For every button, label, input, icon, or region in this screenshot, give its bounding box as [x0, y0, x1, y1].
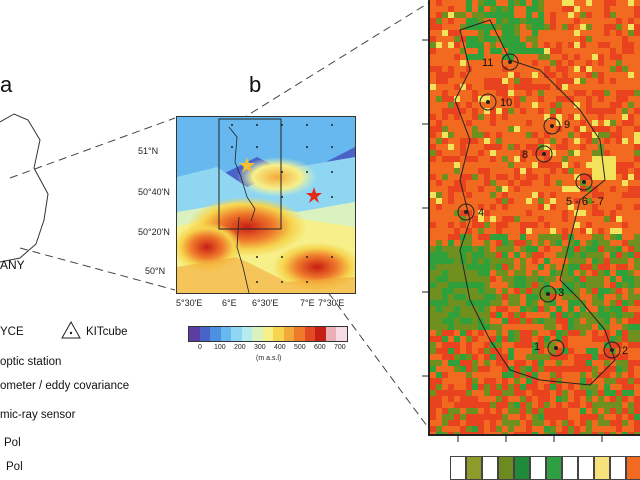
legend-item-kitcube: KITcube — [86, 326, 128, 338]
station-label-7: 1 — [534, 341, 540, 353]
lat-tick-50-40: 50°40'N — [138, 187, 170, 197]
station-marker-7 — [547, 339, 565, 357]
station-label-4: 5 - 6 - 7 — [566, 196, 604, 208]
landcover-legend-swatch — [578, 456, 594, 480]
country-label: ANY — [0, 258, 25, 272]
germany-outline — [0, 113, 49, 263]
station-marker-8 — [603, 341, 621, 359]
landcover-legend-swatch — [562, 456, 578, 480]
colorbar-swatch — [189, 327, 200, 341]
landcover-legend-swatch — [610, 456, 626, 480]
colorbar-swatch — [199, 327, 211, 341]
legend-item-eddy-covariance: ometer / eddy covariance — [0, 380, 130, 392]
station-marker-2 — [543, 117, 561, 135]
colorbar-swatch — [336, 327, 347, 341]
elevation-colorbar — [188, 326, 348, 342]
legend-item-cosmic-ray: mic-ray sensor — [0, 409, 76, 421]
lon-tick-6-30: 6°30'E — [252, 298, 279, 308]
lon-tick-7-30: 7°30'E — [318, 298, 345, 308]
colorbar-ticks: 0 100 200 300 400 500 600 700 — [188, 344, 348, 354]
landcover-map: 11 10 9 8 5 - 6 - 7 4 3 1 2 — [428, 0, 640, 436]
station-label-0: 11 — [482, 57, 493, 69]
lon-tick-5-30: 5°30'E — [176, 298, 203, 308]
station-label-5: 4 — [478, 207, 484, 219]
cb-tick-0: 0 — [198, 344, 202, 351]
station-marker-6 — [539, 285, 557, 303]
elevation-map — [176, 116, 356, 294]
cb-tick-500: 500 — [294, 344, 306, 351]
legend-item-optic-station: optic station — [0, 356, 62, 368]
station-label-1: 10 — [500, 97, 512, 109]
cb-tick-600: 600 — [314, 344, 326, 351]
colorbar-unit: (m a.s.l) — [256, 355, 282, 362]
panel-a-label: a — [0, 72, 13, 97]
landcover-legend-swatch — [498, 456, 514, 480]
landcover-legend-swatch — [482, 456, 498, 480]
cb-tick-100: 100 — [214, 344, 226, 351]
cb-tick-400: 400 — [274, 344, 286, 351]
legend-item-pol-2: Pol — [6, 461, 23, 473]
lat-tick-51: 51°N — [138, 146, 159, 156]
landcover-legend-bar — [450, 456, 640, 480]
landcover-legend-swatch — [546, 456, 562, 480]
station-label-6: 3 — [558, 287, 564, 299]
colorbar-swatch — [210, 327, 221, 341]
colorbar-swatch — [252, 327, 263, 341]
cb-tick-700: 700 — [334, 344, 346, 351]
lon-tick-7: 7°E — [300, 298, 315, 308]
landcover-legend-swatch — [514, 456, 530, 480]
cb-tick-300: 300 — [254, 344, 266, 351]
red-star-icon — [306, 187, 322, 203]
station-label-2: 9 — [564, 119, 570, 131]
landcover-legend-swatch — [626, 456, 640, 480]
colorbar-swatch — [294, 327, 305, 341]
landcover-legend-swatch — [530, 456, 546, 480]
colorbar-swatch — [304, 327, 316, 341]
triangle-icon — [61, 320, 81, 339]
colorbar-swatch — [262, 327, 274, 341]
station-marker-0 — [501, 53, 519, 71]
colorbar-swatch — [231, 327, 242, 341]
jülich-star-icon — [239, 157, 255, 173]
landcover-x-ticks — [457, 436, 603, 442]
lat-tick-50-20: 50°20'N — [138, 227, 170, 237]
catchment-outline — [454, 19, 616, 386]
station-marker-4 — [575, 173, 593, 191]
station-marker-3 — [535, 145, 553, 163]
landcover-legend-swatch — [466, 456, 482, 480]
colorbar-swatch — [315, 327, 326, 341]
colorbar-swatch — [273, 327, 284, 341]
station-label-3: 8 — [522, 149, 528, 161]
legend-item-yce: YCE — [0, 326, 24, 338]
station-marker-1 — [479, 93, 497, 111]
cb-tick-200: 200 — [234, 344, 246, 351]
station-marker-5 — [457, 203, 475, 221]
legend-item-pol-1: Pol — [4, 437, 21, 449]
lat-tick-50: 50°N — [145, 266, 166, 276]
landcover-legend-swatch — [450, 456, 466, 480]
panel-b-label: b — [249, 72, 262, 97]
colorbar-swatch — [283, 327, 295, 341]
landcover-legend-swatch — [594, 456, 610, 480]
landcover-y-ticks — [422, 39, 428, 377]
station-label-8: 2 — [622, 345, 628, 357]
lon-tick-6: 6°E — [222, 298, 237, 308]
colorbar-swatch — [220, 327, 232, 341]
colorbar-swatch — [241, 327, 253, 341]
colorbar-swatch — [325, 327, 337, 341]
